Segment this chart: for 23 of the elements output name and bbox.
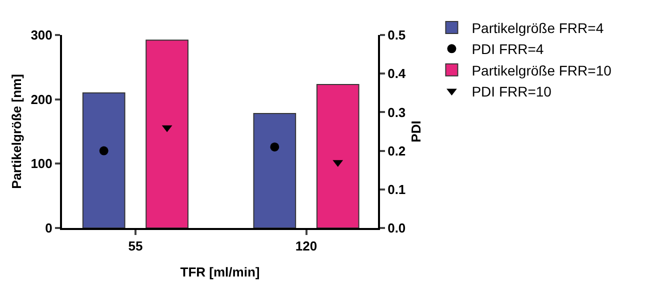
y2-tick-label: 0.3 [388, 104, 406, 120]
bar [316, 84, 360, 228]
x-tick-label: 120 [295, 238, 318, 254]
y-axis-title: Partikelgröße [nm] [9, 74, 24, 189]
y-tick-label: 300 [30, 28, 52, 43]
y-tick-label: 200 [30, 92, 52, 107]
legend-label: PDI FRR=10 [472, 84, 552, 100]
bar [146, 40, 188, 228]
x-tick-label: 55 [128, 238, 143, 254]
x-axis-title: TFR [ml/min] [180, 264, 260, 280]
y-tick-label: 100 [30, 156, 52, 172]
legend-label: Partikelgröße FRR=10 [472, 62, 612, 78]
y2-tick-label: 0.4 [388, 66, 406, 82]
legend-label: Partikelgröße FRR=4 [472, 20, 604, 36]
y2-tick-label: 0.5 [388, 28, 406, 43]
legend-label: PDI FRR=4 [472, 41, 544, 58]
bar [82, 92, 126, 228]
y-tick-label: 0 [45, 220, 52, 236]
y2-axis-title: PDI [408, 120, 424, 142]
y2-tick-label: 0.2 [388, 143, 406, 158]
y2-tick-label: 0.1 [388, 182, 406, 197]
y2-tick-label: 0.0 [388, 220, 406, 236]
bar [253, 112, 296, 228]
